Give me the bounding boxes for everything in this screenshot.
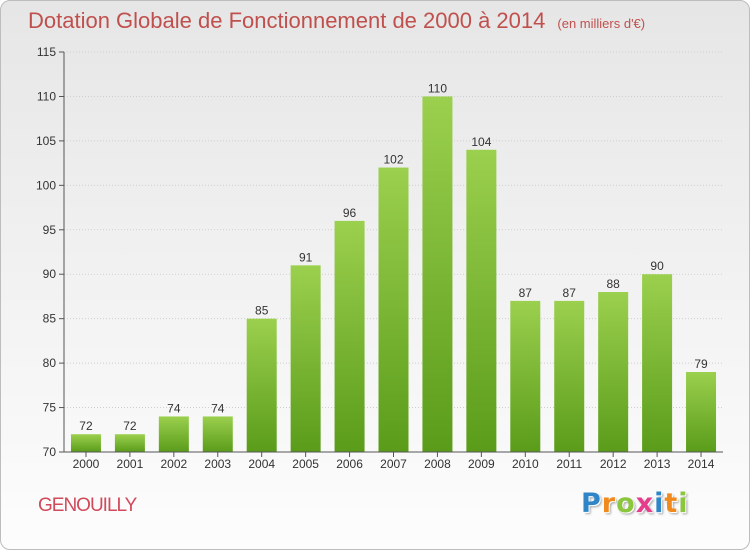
- bar-value-label: 72: [79, 419, 93, 433]
- chart-title-text: Dotation Globale de Fonctionnement de 20…: [28, 8, 546, 33]
- bar-2014: [686, 372, 717, 452]
- logo-letter: o: [616, 488, 636, 519]
- bar-2012: [598, 292, 629, 452]
- bar-value-label: 88: [606, 277, 620, 291]
- x-tick-label: 2008: [424, 457, 451, 471]
- bar-value-label: 102: [383, 153, 403, 167]
- logo-letter: r: [601, 488, 617, 519]
- x-tick-label: 2006: [336, 457, 363, 471]
- bar-2008: [422, 96, 453, 452]
- place-name: GENOUILLY: [38, 495, 137, 516]
- bar-2004: [246, 318, 277, 452]
- bar-2002: [158, 416, 189, 452]
- x-tick-label: 2002: [160, 457, 187, 471]
- logo-letter: t: [664, 488, 679, 519]
- bar-value-label: 91: [299, 250, 313, 264]
- y-tick-label: 75: [43, 401, 57, 415]
- x-tick-label: 2007: [380, 457, 407, 471]
- x-tick-label: 2000: [73, 457, 100, 471]
- logo-letter: x: [635, 488, 655, 519]
- y-tick-label: 100: [36, 178, 56, 192]
- bar-2007: [378, 167, 409, 453]
- bar-2000: [70, 434, 101, 452]
- bar-2013: [642, 274, 673, 452]
- bar-value-label: 74: [211, 401, 225, 415]
- x-tick-label: 2001: [117, 457, 144, 471]
- proxiti-logo: Proxiti: [581, 488, 689, 519]
- bar-value-label: 79: [694, 357, 708, 371]
- x-tick-label: 2010: [512, 457, 539, 471]
- bar-2009: [466, 149, 497, 452]
- logo-letter: P: [581, 488, 602, 519]
- bar-value-label: 90: [650, 259, 664, 273]
- logo-letter: i: [678, 488, 689, 519]
- y-tick-label: 110: [37, 89, 56, 103]
- bars: 72 72 74 74 85 91 96 102 110 104 87 87 88 90 79: [70, 81, 717, 453]
- bar-2011: [554, 300, 585, 452]
- x-tick-label: 2013: [644, 457, 671, 471]
- x-tick-label: 2005: [292, 457, 319, 471]
- bar-value-label: 110: [428, 81, 447, 95]
- y-tick-label: 115: [37, 45, 56, 59]
- bar-value-label: 85: [255, 304, 269, 318]
- bar-value-label: 104: [471, 135, 491, 149]
- bar-2006: [334, 220, 365, 452]
- y-tick-label: 85: [43, 312, 57, 326]
- axes: 70 75 80 85 90 95 100 105 110 115 2000 2001 2002 2003…: [36, 45, 723, 471]
- bar-value-label: 87: [519, 286, 533, 300]
- x-tick-label: 2003: [204, 457, 231, 471]
- y-tick-label: 105: [36, 134, 56, 148]
- bar-2005: [290, 265, 321, 452]
- logo-letter: i: [654, 488, 665, 519]
- y-tick-label: 90: [43, 267, 57, 281]
- y-tick-label: 70: [43, 445, 57, 459]
- y-tick-label: 80: [43, 356, 57, 370]
- bar-2003: [202, 416, 233, 452]
- chart-title: Dotation Globale de Fonctionnement de 20…: [28, 8, 645, 34]
- bar-2010: [510, 300, 541, 452]
- y-tick-label: 95: [43, 223, 57, 237]
- x-tick-label: 2011: [556, 457, 582, 471]
- x-tick-label: 2004: [248, 457, 275, 471]
- chart-subtitle: (en milliers d'€): [557, 16, 646, 31]
- bar-value-label: 72: [123, 419, 137, 433]
- bar-value-label: 74: [167, 401, 181, 415]
- bar-2001: [114, 434, 145, 452]
- bar-value-label: 87: [563, 286, 577, 300]
- x-tick-label: 2009: [468, 457, 495, 471]
- bar-value-label: 96: [343, 206, 357, 220]
- x-tick-label: 2014: [688, 457, 715, 471]
- x-tick-label: 2012: [600, 457, 627, 471]
